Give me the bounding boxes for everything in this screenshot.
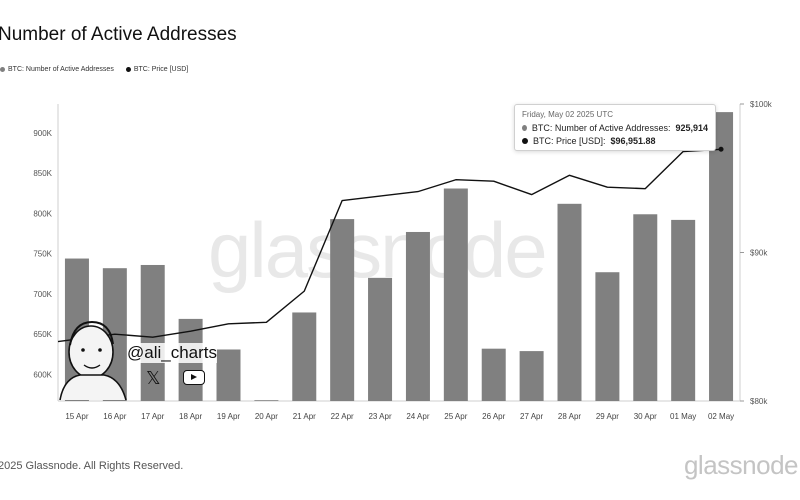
x-tick-label: 01 May <box>670 412 696 421</box>
legend-label-active-addresses: BTC: Number of Active Addresses <box>8 66 114 73</box>
x-tick-label: 25 Apr <box>444 412 467 421</box>
bar-active-addresses[interactable] <box>216 349 241 401</box>
y-left-tick-label: 750K <box>33 250 52 259</box>
price-line[interactable] <box>57 148 722 343</box>
bar-active-addresses[interactable] <box>709 112 734 402</box>
x-tick-label: 22 Apr <box>331 412 354 421</box>
tooltip-label-price: BTC: Price [USD]: <box>533 136 606 146</box>
x-tick-label: 15 Apr <box>65 412 88 421</box>
chart-legend: BTC: Number of Active Addresses BTC: Pri… <box>0 66 188 73</box>
y-left-tick-label: 700K <box>33 290 52 299</box>
y-right-tick-label: $100k <box>750 100 773 109</box>
x-tick-label: 16 Apr <box>103 412 126 421</box>
bar-active-addresses[interactable] <box>254 400 279 401</box>
bar-active-addresses[interactable] <box>557 203 582 401</box>
x-tick-label: 24 Apr <box>406 412 429 421</box>
tooltip-row-active-addresses: BTC: Number of Active Addresses: 925,914 <box>522 123 708 133</box>
x-tick-label: 30 Apr <box>634 412 657 421</box>
chart-tooltip: Friday, May 02 2025 UTC BTC: Number of A… <box>514 104 716 151</box>
bar-active-addresses[interactable] <box>368 277 393 401</box>
y-right-tick-label: $80k <box>750 397 768 406</box>
bar-active-addresses[interactable] <box>292 312 317 401</box>
bar-active-addresses[interactable] <box>405 231 430 401</box>
x-tick-label: 02 May <box>708 412 734 421</box>
tooltip-swatch-price <box>522 138 528 144</box>
bar-active-addresses[interactable] <box>633 214 658 401</box>
tooltip-row-price: BTC: Price [USD]: $96,951.88 <box>522 136 708 146</box>
glassnode-logo: glassnode <box>683 450 799 480</box>
legend-label-price: BTC: Price [USD] <box>133 66 189 73</box>
price-hover-point <box>718 146 724 152</box>
x-tick-label: 19 Apr <box>217 412 240 421</box>
y-left-tick-label: 800K <box>33 209 52 218</box>
x-tick-label: 18 Apr <box>179 412 202 421</box>
legend-item-price[interactable]: BTC: Price [USD] <box>125 66 189 73</box>
y-right-tick-label: $90k <box>750 249 768 258</box>
x-tick-label: 21 Apr <box>293 412 316 421</box>
tooltip-swatch-active-addresses <box>522 125 527 131</box>
legend-swatch-price <box>125 67 131 72</box>
tooltip-date: Friday, May 02 2025 UTC <box>522 110 613 119</box>
x-logo-icon: 𝕏 <box>146 368 161 388</box>
bar-active-addresses[interactable] <box>140 264 165 401</box>
y-left-tick-label: 650K <box>33 330 52 339</box>
x-tick-label: 26 Apr <box>482 412 505 421</box>
copyright-footer: 2025 Glassnode. All Rights Reserved. <box>0 460 184 472</box>
chart-title: Number of Active Addresses <box>0 24 237 45</box>
bar-active-addresses[interactable] <box>443 188 468 401</box>
x-tick-label: 20 Apr <box>255 412 278 421</box>
bar-active-addresses[interactable] <box>481 348 506 401</box>
legend-swatch-active-addresses <box>0 67 5 72</box>
x-tick-label: 28 Apr <box>558 412 581 421</box>
y-left-tick-label: 900K <box>33 129 52 138</box>
x-tick-label: 17 Apr <box>141 412 164 421</box>
avatar-illustration <box>59 320 127 401</box>
y-left-tick-label: 600K <box>33 370 52 379</box>
youtube-icon <box>183 370 205 385</box>
overlay-handle: @ali_charts <box>127 343 218 363</box>
bar-active-addresses[interactable] <box>595 272 620 401</box>
x-tick-label: 23 Apr <box>368 412 391 421</box>
bar-active-addresses[interactable] <box>519 351 544 401</box>
tooltip-value-price: $96,951.88 <box>610 136 656 146</box>
y-left-tick-label: 850K <box>33 169 52 178</box>
bar-active-addresses[interactable] <box>671 219 696 401</box>
legend-item-active-addresses[interactable]: BTC: Number of Active Addresses <box>0 66 114 73</box>
chart-plot[interactable]: 600K 650K 700K 750K 800K 850K 900K $80k $90k $100… <box>0 0 800 440</box>
tooltip-value-active-addresses: 925,914 <box>675 123 708 133</box>
bar-active-addresses[interactable] <box>330 219 355 401</box>
tooltip-label-active-addresses: BTC: Number of Active Addresses: <box>531 123 671 133</box>
x-tick-label: 29 Apr <box>596 412 619 421</box>
x-tick-label: 27 Apr <box>520 412 543 421</box>
